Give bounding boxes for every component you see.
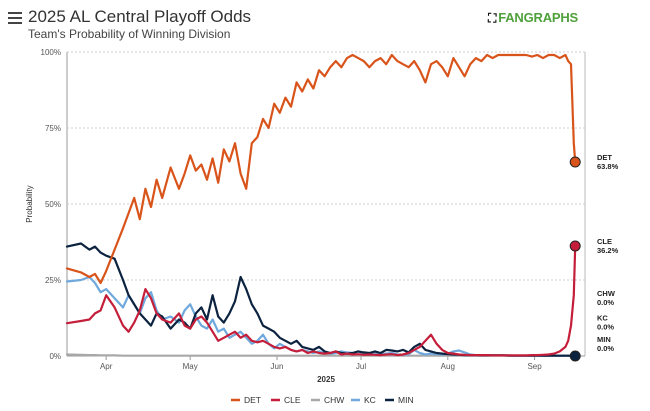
end-label-value: 0.0% bbox=[597, 323, 614, 332]
legend-label: DET bbox=[244, 395, 261, 405]
x-tick-label: Jul bbox=[356, 362, 366, 371]
fangraphs-logo-text: FANGRAPHS bbox=[498, 10, 579, 25]
legend-item-kc[interactable]: KC bbox=[351, 395, 376, 405]
legend-label: CHW bbox=[324, 395, 344, 405]
end-label-value: 63.8% bbox=[597, 162, 619, 171]
y-tick-label: 100% bbox=[41, 48, 61, 57]
x-tick-label: Apr bbox=[100, 362, 113, 371]
end-label-value: 36.2% bbox=[597, 246, 619, 255]
x-tick-label: Sep bbox=[527, 362, 542, 371]
chart-subtitle: Team's Probability of Winning Division bbox=[28, 27, 231, 41]
series-line-det bbox=[65, 53, 577, 285]
end-label-team: KC bbox=[597, 314, 608, 323]
x-tick-label: May bbox=[183, 362, 198, 371]
legend-label: MIN bbox=[398, 395, 414, 405]
endpoint-marker-cle bbox=[569, 240, 581, 252]
end-label-team: CHW bbox=[597, 289, 616, 298]
chart-title: 2025 AL Central Playoff Odds bbox=[28, 7, 252, 26]
y-tick-label: 25% bbox=[45, 276, 61, 285]
legend-item-min[interactable]: MIN bbox=[385, 395, 414, 405]
x-tick-label: Aug bbox=[441, 362, 455, 371]
legend-label: CLE bbox=[284, 395, 301, 405]
y-tick-label: 50% bbox=[45, 200, 61, 209]
legend-item-det[interactable]: DET bbox=[231, 395, 261, 405]
y-tick-label: 0% bbox=[49, 352, 61, 361]
y-tick-label: 75% bbox=[45, 124, 61, 133]
endpoint-marker-det bbox=[569, 156, 581, 168]
fangraphs-logo[interactable]: ⛶ FANGRAPHS bbox=[488, 10, 578, 26]
series-line-cle bbox=[65, 244, 577, 357]
legend-item-cle[interactable]: CLE bbox=[271, 395, 301, 405]
x-tick-label: Jun bbox=[271, 362, 284, 371]
end-label-team: MIN bbox=[597, 335, 611, 344]
legend-item-chw[interactable]: CHW bbox=[311, 395, 344, 405]
fangraphs-logo-icon: ⛶ bbox=[488, 11, 497, 25]
end-label-team: CLE bbox=[597, 237, 612, 246]
endpoint-marker-min bbox=[569, 350, 581, 362]
end-label-team: DET bbox=[597, 153, 612, 162]
legend-label: KC bbox=[364, 395, 376, 405]
hamburger-menu-icon[interactable] bbox=[8, 12, 22, 24]
end-label-value: 0.0% bbox=[597, 344, 614, 353]
y-axis-title: Probability bbox=[25, 185, 34, 222]
end-label-value: 0.0% bbox=[597, 298, 614, 307]
x-axis-title: 2025 bbox=[317, 375, 335, 384]
